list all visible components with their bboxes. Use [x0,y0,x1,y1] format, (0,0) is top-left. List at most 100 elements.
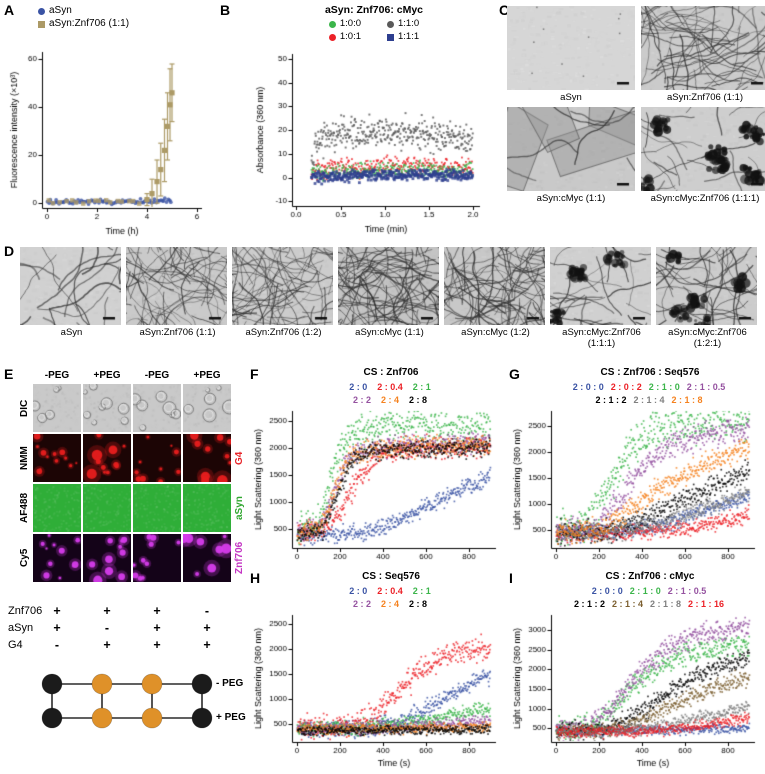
panel-f-title: CS : Znf706 [363,367,419,378]
circle-marker-icon [328,33,336,41]
panel-b-label: B [220,2,231,18]
condition-value: + [53,604,61,618]
tem-canvas [338,247,439,325]
legend-entry: aSyn:Znf706 (1:1) [38,18,129,30]
tem-image: aSyn:Znf706 (1:1) [641,6,765,103]
panel-a: A aSyn aSyn:Znf706 (1:1) [2,2,215,242]
legend-entry: 2 : 0 : 2 [610,382,642,392]
panel-b-title: aSyn: Znf706: cMyc [324,4,424,16]
tem-canvas [507,107,635,191]
legend-entry: 2 : 1 : 0.5 [667,586,707,596]
condition-label: aSyn [8,622,34,634]
panel-a-label: A [4,2,15,18]
peg-header: +PEG [93,370,121,381]
condition-value: - [104,621,110,635]
panel-b-legend: 1:0:0 1:1:0 1:0:1 1:1:1 [258,18,490,43]
tem-canvas [126,247,227,325]
legend-entry: 2 : 0.4 [377,586,403,596]
micro-image [33,434,81,482]
lattice-node-orange [91,673,113,695]
legend-entry: 2 : 1 : 4 [611,599,643,609]
legend-entry: 2 : 2 [352,599,371,609]
lattice-node-black [41,707,63,729]
tem-canvas [656,247,757,325]
condition-row: G4 - + + + [2,638,248,655]
panel-g-chart [509,406,763,566]
tem-canvas [641,107,765,191]
legend-row: 2 : 0 : 0 2 : 0 : 2 2 : 1 : 0 2 : 1 : 0.5 [537,381,761,393]
legend-row: 2 : 0 : 0 2 : 1 : 0 2 : 1 : 0.5 [537,585,761,597]
panel-d-label: D [4,243,15,259]
condition-value: + [153,638,161,652]
tem-caption: aSyn:cMyc:Znf706 (1:1:1) [562,327,641,349]
legend-entry: 1:1:1 [387,31,419,43]
legend-entry: 2 : 0 [349,382,368,392]
tem-image: aSyn:cMyc (1:2) [444,247,547,349]
circle-marker-icon [38,7,45,15]
peg-lattice-svg [41,673,213,729]
square-marker-icon [387,33,394,41]
legend-entry: 2 : 1 [412,586,431,596]
row-label-nmm: NMM [19,446,30,470]
condition-value: - [204,604,210,618]
legend-label: 1:0:0 [339,18,361,29]
legend-row: 2 : 1 : 2 2 : 1 : 4 2 : 1 : 8 2 : 1 : 16 [537,598,761,610]
legend-entry: 1:0:0 [328,18,361,30]
tem-image: aSyn:cMyc (1:1) [338,247,441,349]
tem-caption: aSyn:cMyc (1:1) [355,327,424,338]
legend-entry: 2 : 1 [412,382,431,392]
panel-c-label: C [499,2,510,18]
legend-entry: 2 : 8 [409,599,428,609]
condition-label: G4 [8,639,23,651]
legend-entry: 2 : 0 [349,586,368,596]
tem-image: aSyn [507,6,635,103]
panel-i-chart-canvas [509,610,763,770]
panel-i-label: I [509,570,513,586]
legend-row: 1:0:1 1:1:1 [258,31,490,43]
tem-canvas [507,6,635,90]
legend-entry: 2 : 1 : 16 [688,599,725,609]
tem-canvas [550,247,651,325]
condition-value: + [53,621,61,635]
lattice-node-orange [141,673,163,695]
panel-b: B aSyn: Znf706: cMyc 1:0:0 1:1:0 1:0:1 1:1:… [218,2,494,242]
legend-entry: 2 : 2 [352,395,371,405]
panel-c-grid: aSyn aSyn:Znf706 (1:1) aSyn:cMyc (1:1) a… [507,6,765,204]
lattice-node-black [191,673,213,695]
lattice-node-black [41,673,63,695]
micro-image [183,484,231,532]
row-label-dic: DIC [19,399,30,417]
condition-value: + [153,621,161,635]
panel-f-legend: 2 : 0 2 : 0.4 2 : 1 2 : 2 2 : 4 2 : 8 [278,381,502,406]
square-marker-icon [38,20,45,28]
panel-b-chart-canvas [252,48,488,236]
micro-image [83,384,131,432]
peg-header: -PEG [44,370,70,381]
panel-h-legend: 2 : 0 2 : 0.4 2 : 1 2 : 2 2 : 4 2 : 8 [278,585,502,610]
micro-image [133,384,181,432]
panel-d: D aSyn aSyn:Znf706 (1:1) aSyn:Znf706 (1:… [0,243,765,365]
panel-d-grid: aSyn aSyn:Znf706 (1:1) aSyn:Znf706 (1:2)… [20,247,759,349]
legend-label: aSyn [49,5,72,16]
row-right-label-asyn: aSyn [234,496,245,520]
peg-header: +PEG [193,370,221,381]
condition-row: aSyn + - + + [2,621,248,638]
tem-caption: aSyn:cMyc:Znf706 (1:2:1) [668,327,747,349]
peg-header: -PEG [144,370,170,381]
legend-entry: 2 : 1 : 2 [595,395,627,405]
panel-a-legend: aSyn aSyn:Znf706 (1:1) [38,5,129,30]
panel-i-chart [509,610,763,770]
panel-c: C aSyn aSyn:Znf706 (1:1) aSyn:cMyc (1:1)… [497,2,765,242]
tem-caption: aSyn:cMyc:Znf706 (1:1:1) [650,193,760,204]
panel-f-chart [250,406,504,566]
legend-label: 1:0:1 [339,31,361,42]
panel-h-chart [250,610,504,770]
circle-marker-icon [387,20,394,28]
panel-i-title: CS : Znf706 : cMyc [605,571,695,582]
condition-row: Znf706 + + + - [2,604,248,621]
